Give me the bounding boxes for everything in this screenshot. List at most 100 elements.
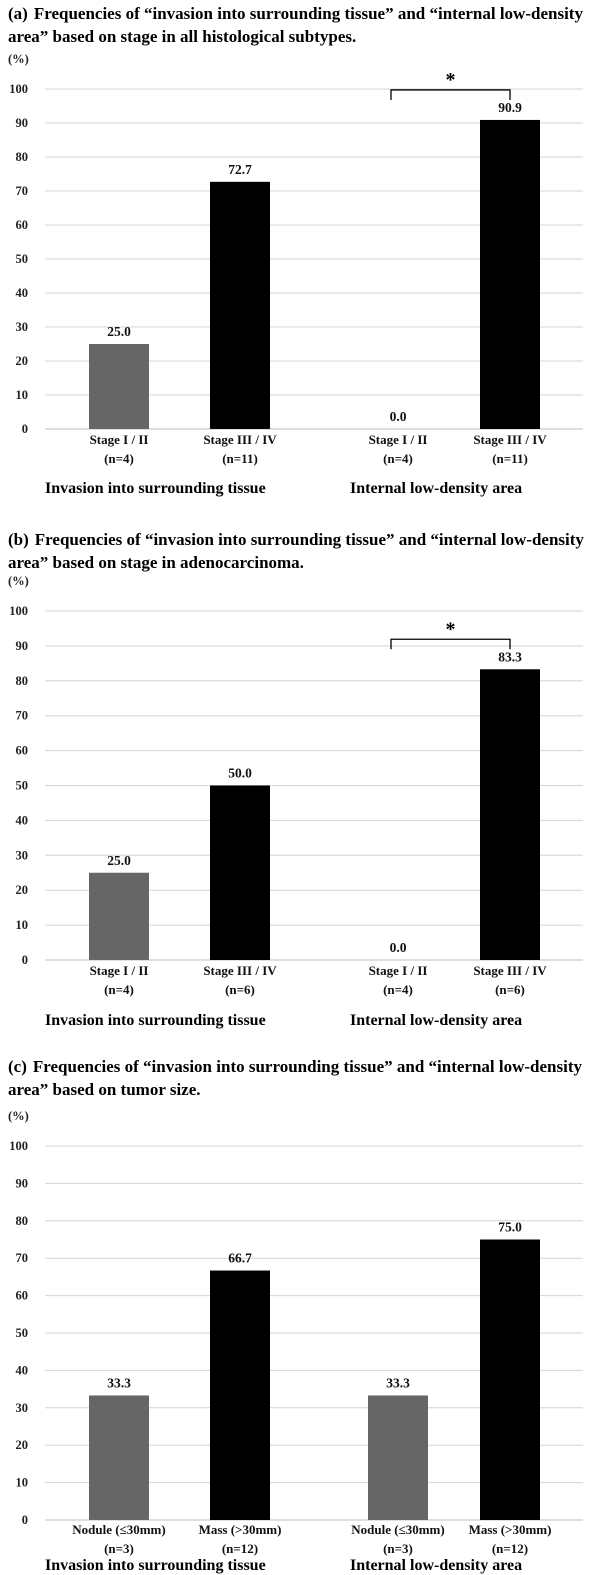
- panel-title: (c) Frequencies of “invasion into surroun…: [8, 1055, 593, 1101]
- significance-bracket: [390, 638, 511, 650]
- group-label: Invasion into surrounding tissue: [45, 1557, 266, 1574]
- bar-value-label: 33.3: [386, 1375, 410, 1390]
- x-category-label: Stage III / IV: [203, 963, 277, 978]
- x-category-n-label: (n=12): [492, 1541, 528, 1556]
- significance-star: *: [446, 69, 456, 91]
- y-tick-label: 20: [16, 1438, 29, 1452]
- x-category-n-label: (n=3): [383, 1541, 413, 1556]
- y-tick-label: 0: [22, 953, 28, 967]
- bar-chart-a: (%) 0 10 20 30 40 50 60 70 80 90 100 25.0 Stage I / I…: [8, 52, 583, 497]
- y-tick-label: 90: [16, 1176, 29, 1190]
- x-category-n-label: (n=4): [383, 982, 413, 997]
- bar-value-label: 75.0: [498, 1220, 522, 1235]
- y-tick-label: 30: [16, 848, 29, 862]
- bar-value-label: 90.9: [498, 100, 522, 115]
- bar: [480, 119, 540, 429]
- y-tick-label: 0: [22, 422, 28, 436]
- panel-title: (b) Frequencies of “invasion into surroun…: [8, 528, 593, 574]
- x-category-label: Stage I / II: [90, 963, 149, 978]
- bar-value-label: 25.0: [107, 324, 131, 339]
- panel-title: (a) Frequencies of “invasion into surroun…: [8, 2, 593, 48]
- bar-value-label: 72.7: [228, 162, 252, 177]
- x-category-label: Stage III / IV: [203, 432, 277, 447]
- y-tick-label: 30: [16, 1401, 29, 1415]
- y-tick-label: 60: [16, 1289, 29, 1303]
- y-tick-label: 90: [16, 639, 29, 653]
- x-category-n-label: (n=11): [222, 451, 258, 466]
- bar: [480, 669, 540, 960]
- y-tick-label: 70: [16, 709, 29, 723]
- panel-title-text: Frequencies of “invasion into surroundin…: [8, 4, 583, 46]
- y-axis-unit-label: (%): [8, 1109, 29, 1123]
- group-label: Internal low-density area: [350, 1012, 522, 1029]
- group-label: Internal low-density area: [350, 480, 522, 497]
- bar: [89, 872, 149, 960]
- chart-panel-c: (c) Frequencies of “invasion into surroun…: [0, 1055, 597, 1575]
- bar-value-label: 25.0: [107, 853, 131, 868]
- x-category-label: Stage III / IV: [473, 963, 547, 978]
- y-tick-label: 0: [22, 1513, 28, 1527]
- chart-panel-b: (b) Frequencies of “invasion into surroun…: [0, 528, 597, 1038]
- panel-title-text: Frequencies of “invasion into surroundin…: [8, 530, 584, 572]
- y-tick-label: 70: [16, 1251, 29, 1265]
- bar: [368, 1395, 428, 1520]
- x-category-label: Mass (>30mm): [469, 1522, 552, 1537]
- y-tick-label: 60: [16, 218, 29, 232]
- group-label: Invasion into surrounding tissue: [45, 480, 266, 497]
- x-category-label: Mass (>30mm): [199, 1522, 282, 1537]
- x-category-n-label: (n=4): [383, 451, 413, 466]
- bar: [480, 1239, 540, 1520]
- bar: [89, 344, 149, 429]
- y-tick-label: 60: [16, 744, 29, 758]
- y-tick-label: 50: [16, 1326, 29, 1340]
- x-category-label: Stage III / IV: [473, 432, 547, 447]
- x-category-n-label: (n=6): [225, 982, 255, 997]
- bar-value-label: 83.3: [498, 649, 522, 664]
- y-tick-label: 100: [9, 604, 28, 618]
- y-tick-label: 100: [9, 82, 28, 96]
- x-category-n-label: (n=3): [104, 1541, 134, 1556]
- group-label: Invasion into surrounding tissue: [45, 1012, 266, 1029]
- x-category-n-label: (n=4): [104, 451, 134, 466]
- y-tick-label: 10: [16, 1476, 29, 1490]
- bar: [89, 1395, 149, 1520]
- bar-value-label: 0.0: [390, 940, 407, 955]
- group-label: Internal low-density area: [350, 1557, 522, 1574]
- y-tick-label: 10: [16, 918, 29, 932]
- significance-bracket: [390, 89, 511, 100]
- bar-value-label: 50.0: [228, 766, 252, 781]
- y-tick-label: 40: [16, 286, 29, 300]
- significance-star: *: [446, 618, 456, 640]
- bar: [210, 181, 270, 429]
- y-tick-label: 100: [9, 1139, 28, 1153]
- bar: [210, 1270, 270, 1520]
- panel-title-text: Frequencies of “invasion into surroundin…: [8, 1057, 582, 1099]
- y-tick-label: 70: [16, 184, 29, 198]
- x-category-label: Stage I / II: [90, 432, 149, 447]
- y-tick-label: 10: [16, 388, 29, 402]
- y-tick-label: 90: [16, 116, 29, 130]
- y-tick-label: 50: [16, 252, 29, 266]
- y-tick-label: 80: [16, 150, 29, 164]
- y-tick-label: 30: [16, 320, 29, 334]
- y-tick-label: 80: [16, 1214, 29, 1228]
- y-tick-label: 40: [16, 1363, 29, 1377]
- bar-chart-b: (%) 0 10 20 30 40 50 60 70 80 90 100 25.0 Stage I / I…: [8, 574, 583, 1029]
- x-category-label: Nodule (≤30mm): [351, 1522, 444, 1537]
- bar-chart-c: (%) 0 10 20 30 40 50 60 70 80 90 100 33.3 Nodule (≤30…: [8, 1109, 583, 1574]
- x-category-n-label: (n=12): [222, 1541, 258, 1556]
- x-category-n-label: (n=4): [104, 982, 134, 997]
- x-category-n-label: (n=6): [495, 982, 525, 997]
- panel-label: (a): [8, 4, 28, 23]
- y-tick-label: 20: [16, 354, 29, 368]
- y-tick-label: 50: [16, 779, 29, 793]
- x-category-label: Nodule (≤30mm): [72, 1522, 165, 1537]
- panel-label: (b): [8, 530, 29, 549]
- x-category-label: Stage I / II: [369, 963, 428, 978]
- bar-value-label: 66.7: [228, 1251, 252, 1266]
- y-tick-label: 80: [16, 674, 29, 688]
- chart-panel-a: (a) Frequencies of “invasion into surroun…: [0, 2, 597, 512]
- panel-label: (c): [8, 1057, 27, 1076]
- x-category-label: Stage I / II: [369, 432, 428, 447]
- x-category-n-label: (n=11): [492, 451, 528, 466]
